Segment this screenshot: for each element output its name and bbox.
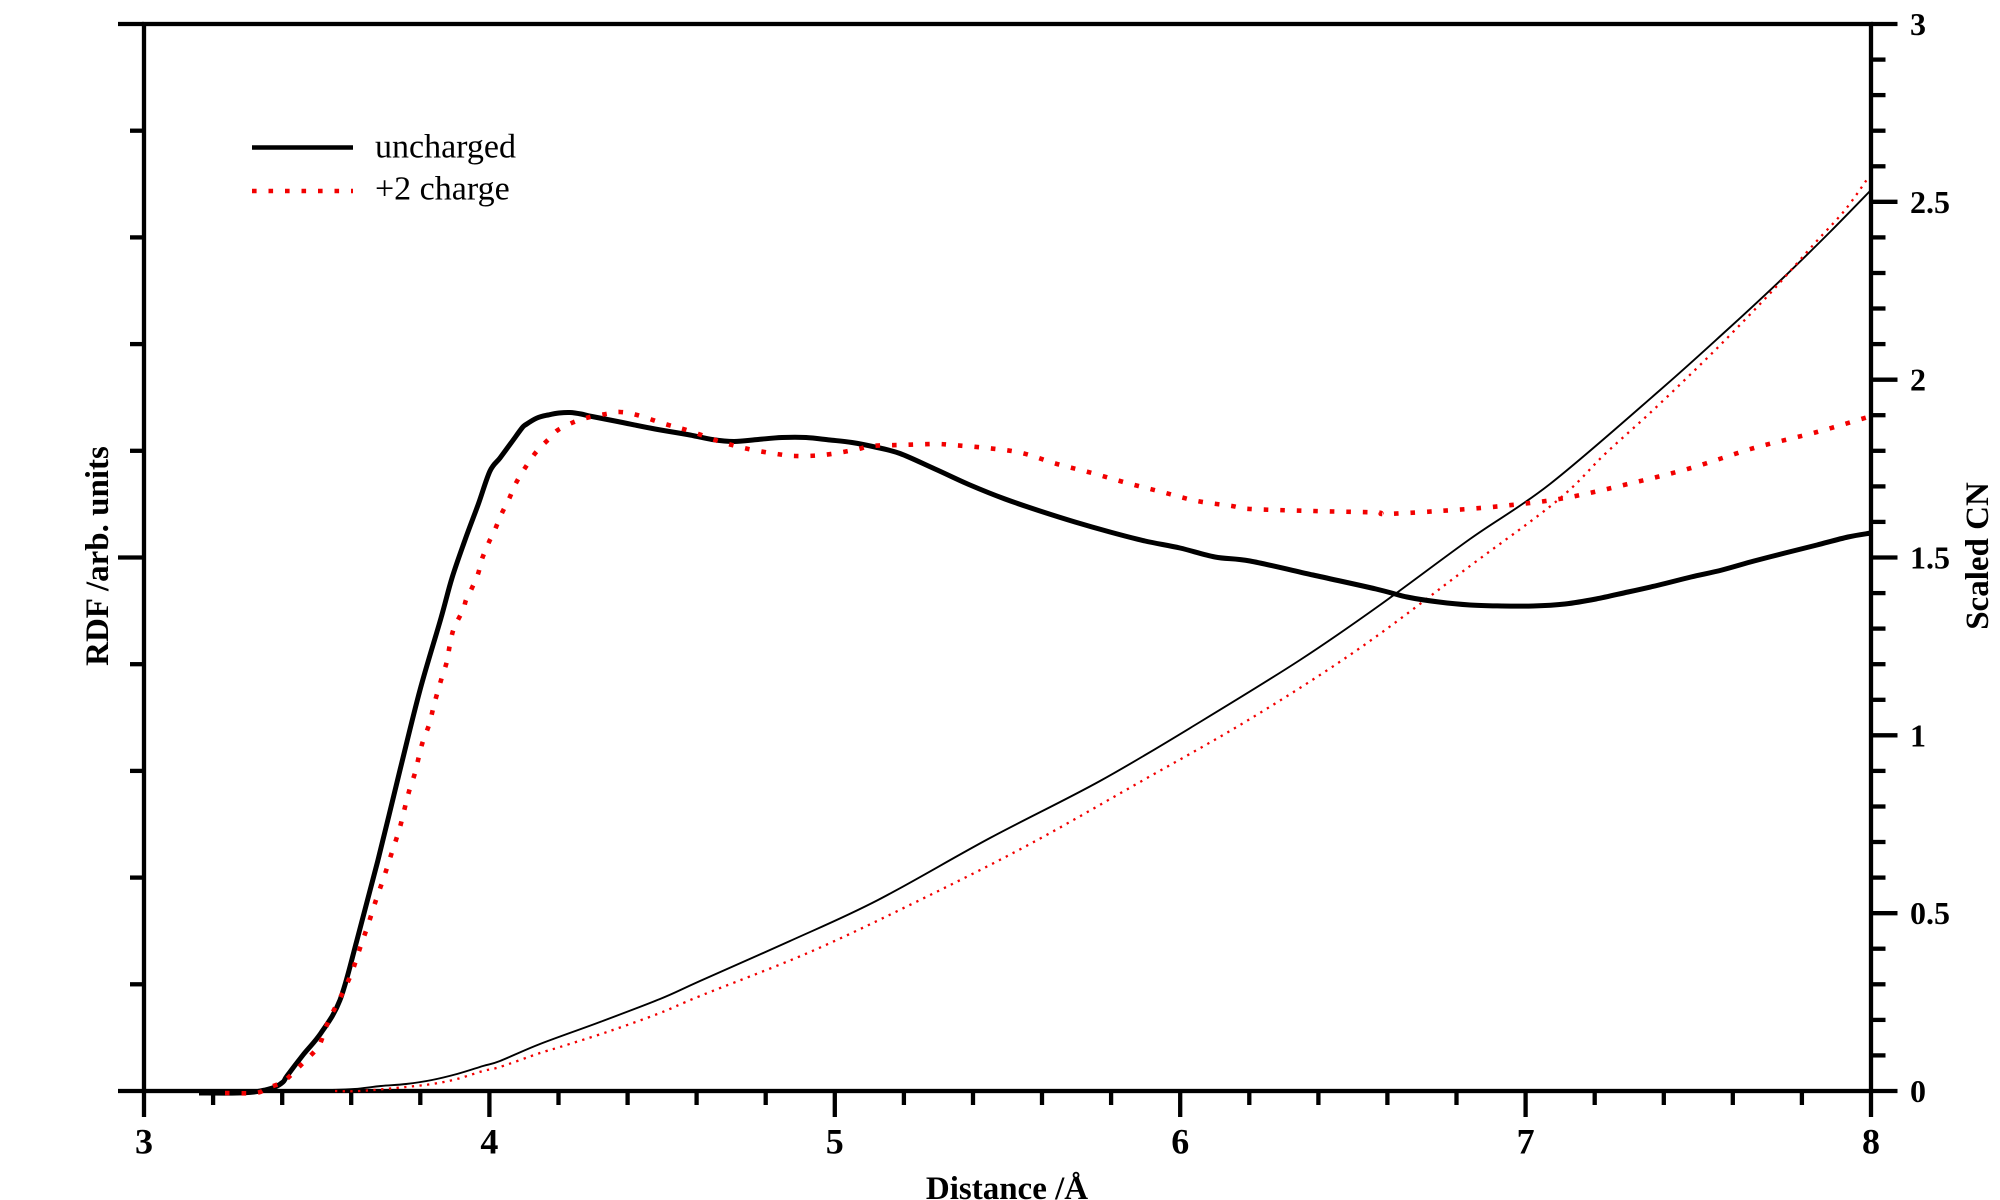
- svg-text:8: 8: [1862, 1122, 1880, 1162]
- svg-text:Scaled CN: Scaled CN: [1960, 482, 1996, 630]
- svg-text:6: 6: [1171, 1122, 1189, 1162]
- svg-text:uncharged: uncharged: [375, 129, 516, 166]
- svg-text:2.5: 2.5: [1910, 184, 1950, 220]
- svg-text:3: 3: [135, 1122, 153, 1162]
- svg-text:1.5: 1.5: [1910, 540, 1950, 576]
- svg-text:+2 charge: +2 charge: [375, 171, 510, 208]
- svg-text:RDF /arb. units: RDF /arb. units: [80, 446, 116, 666]
- svg-text:0.5: 0.5: [1910, 895, 1950, 931]
- svg-text:3: 3: [1910, 6, 1926, 42]
- svg-text:1: 1: [1910, 717, 1926, 753]
- svg-text:2: 2: [1910, 362, 1926, 398]
- svg-text:7: 7: [1517, 1122, 1535, 1162]
- svg-text:0: 0: [1910, 1073, 1926, 1109]
- svg-text:Distance /Å: Distance /Å: [926, 1171, 1088, 1200]
- svg-text:4: 4: [480, 1122, 498, 1162]
- svg-text:5: 5: [826, 1122, 844, 1162]
